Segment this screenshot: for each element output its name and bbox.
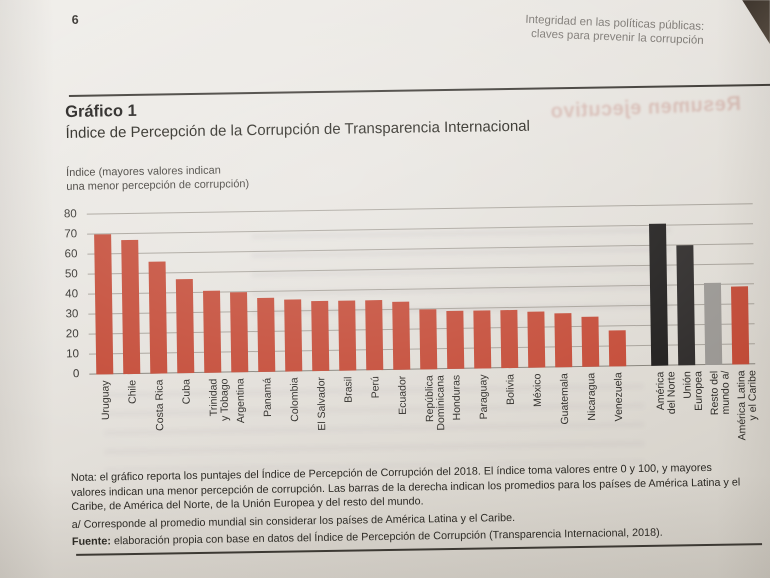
bar <box>311 300 330 372</box>
bar-slot: América del Norte <box>644 206 678 414</box>
bar-slot: Costa Rica <box>143 213 173 431</box>
top-divider <box>68 83 770 97</box>
bar <box>338 300 357 371</box>
y-axis-labels: 0 10 20 30 40 50 60 70 80 <box>35 208 80 380</box>
bar-slot: América Latina y el Caribe <box>725 204 759 441</box>
bar-slot: Perú <box>359 210 389 398</box>
y-tick-label: 60 <box>64 248 78 261</box>
bar-slot: Unión Europea <box>671 205 704 411</box>
x-axis-label: Guatemala <box>557 373 571 425</box>
y-tick-label: 40 <box>65 288 79 301</box>
x-axis-label: Perú <box>368 376 382 399</box>
bar-slot: Nicaragua <box>575 207 605 421</box>
bleed-through-text: Resumen ejecutivo <box>550 92 742 123</box>
bar-slot: República Dominicana <box>413 209 447 431</box>
x-axis-label: Costa Rica <box>152 379 166 432</box>
bar <box>121 239 141 375</box>
bar-slot: Cuba <box>170 213 200 404</box>
bar-slot: Panamá <box>251 212 281 417</box>
y-tick-label: 30 <box>65 308 79 321</box>
y-tick-label: 0 <box>72 368 80 381</box>
x-axis-label: Brasil <box>341 376 355 403</box>
x-axis-label: México <box>530 373 544 407</box>
note-text: Nota: el gráfico reporta los puntajes de… <box>70 461 741 514</box>
bar-slot: Uruguay <box>89 214 119 420</box>
y-tick-label: 50 <box>64 268 78 281</box>
x-axis-label: Panamá <box>260 377 274 418</box>
plot-area: Uruguay Chile Costa Rica Cuba Trinidad y Tob… <box>86 203 759 441</box>
source-label: Fuente: <box>71 535 112 549</box>
bar-slot: Trinidad y Tobago <box>197 213 231 421</box>
x-axis-label: Uruguay <box>98 380 112 421</box>
bar <box>257 297 276 373</box>
bar <box>731 286 750 365</box>
bar-slot: Resto del mundo a/ <box>698 205 732 415</box>
bar-slot: Honduras <box>440 209 470 421</box>
x-axis-label: Chile <box>125 379 139 405</box>
bar <box>284 299 303 372</box>
figure-title: Índice de Percepción de la Corrupción de… <box>65 117 531 142</box>
page-number: 6 <box>71 12 79 27</box>
y-axis-unit-note: Índice (mayores valores indican una meno… <box>66 164 249 194</box>
bar <box>230 292 249 373</box>
x-axis-label: Honduras <box>449 374 463 421</box>
x-axis-label: Cuba <box>179 379 193 405</box>
bar-slot: Brasil <box>332 210 362 403</box>
x-axis-label: Unión Europea <box>680 371 705 411</box>
bar <box>392 301 411 370</box>
bar <box>703 282 723 365</box>
x-axis-label: Trinidad y Tobago <box>206 378 231 422</box>
x-axis-label: Nicaragua <box>584 372 598 421</box>
bar <box>94 234 114 375</box>
bar <box>581 316 600 367</box>
bar-slot: Argentina <box>224 212 254 423</box>
bar <box>554 313 573 368</box>
y-tick-label: 20 <box>65 328 79 341</box>
x-axis-label: Argentina <box>233 378 247 424</box>
x-axis-label: Ecuador <box>395 375 409 415</box>
bar <box>419 309 438 370</box>
x-axis-label: Venezuela <box>611 372 625 422</box>
x-axis-label: El Salvador <box>314 376 328 431</box>
bar-slot: Guatemala <box>548 207 578 425</box>
figure-label: Gráfico 1 <box>65 101 137 122</box>
figure-notes: Nota: el gráfico reporta los puntajes de… <box>71 460 750 553</box>
bar <box>175 279 195 374</box>
bar-slot: Chile <box>116 214 146 404</box>
x-axis-label: América Latina y el Caribe <box>734 370 759 441</box>
bar <box>365 300 384 371</box>
x-axis-label: Bolivia <box>503 373 517 406</box>
x-axis-label: República Dominicana <box>422 375 447 431</box>
bar-slot: El Salvador <box>305 211 335 431</box>
bar <box>649 223 669 366</box>
y-axis-unit-note-line2: una menor percepción de corrupción) <box>66 177 250 193</box>
x-axis-label: Colombia <box>287 377 301 422</box>
y-tick-label: 10 <box>66 348 80 361</box>
bar <box>676 245 696 366</box>
bar-slot: Paraguay <box>467 208 497 420</box>
bar <box>527 311 546 368</box>
bar <box>446 310 465 370</box>
bars: Uruguay Chile Costa Rica Cuba Trinidad y Tob… <box>89 204 759 441</box>
bar <box>203 290 222 373</box>
bar-slot: Bolivia <box>494 208 524 405</box>
bar-slot: México <box>521 207 551 407</box>
y-tick-label: 80 <box>63 208 77 221</box>
bar <box>148 261 168 374</box>
running-header: Integridad en las políticas públicas: cl… <box>524 13 704 48</box>
bar <box>608 330 627 367</box>
x-axis-label: Resto del mundo a/ <box>707 370 732 416</box>
x-axis-label: América del Norte <box>653 371 678 415</box>
bar <box>500 309 519 369</box>
x-axis-label: Paraguay <box>476 374 490 420</box>
y-tick-label: 70 <box>64 228 78 241</box>
bar-slot: Venezuela <box>602 206 632 421</box>
bar-slot: Colombia <box>278 211 308 422</box>
bar <box>473 310 492 369</box>
bar-slot: Ecuador <box>386 210 416 415</box>
